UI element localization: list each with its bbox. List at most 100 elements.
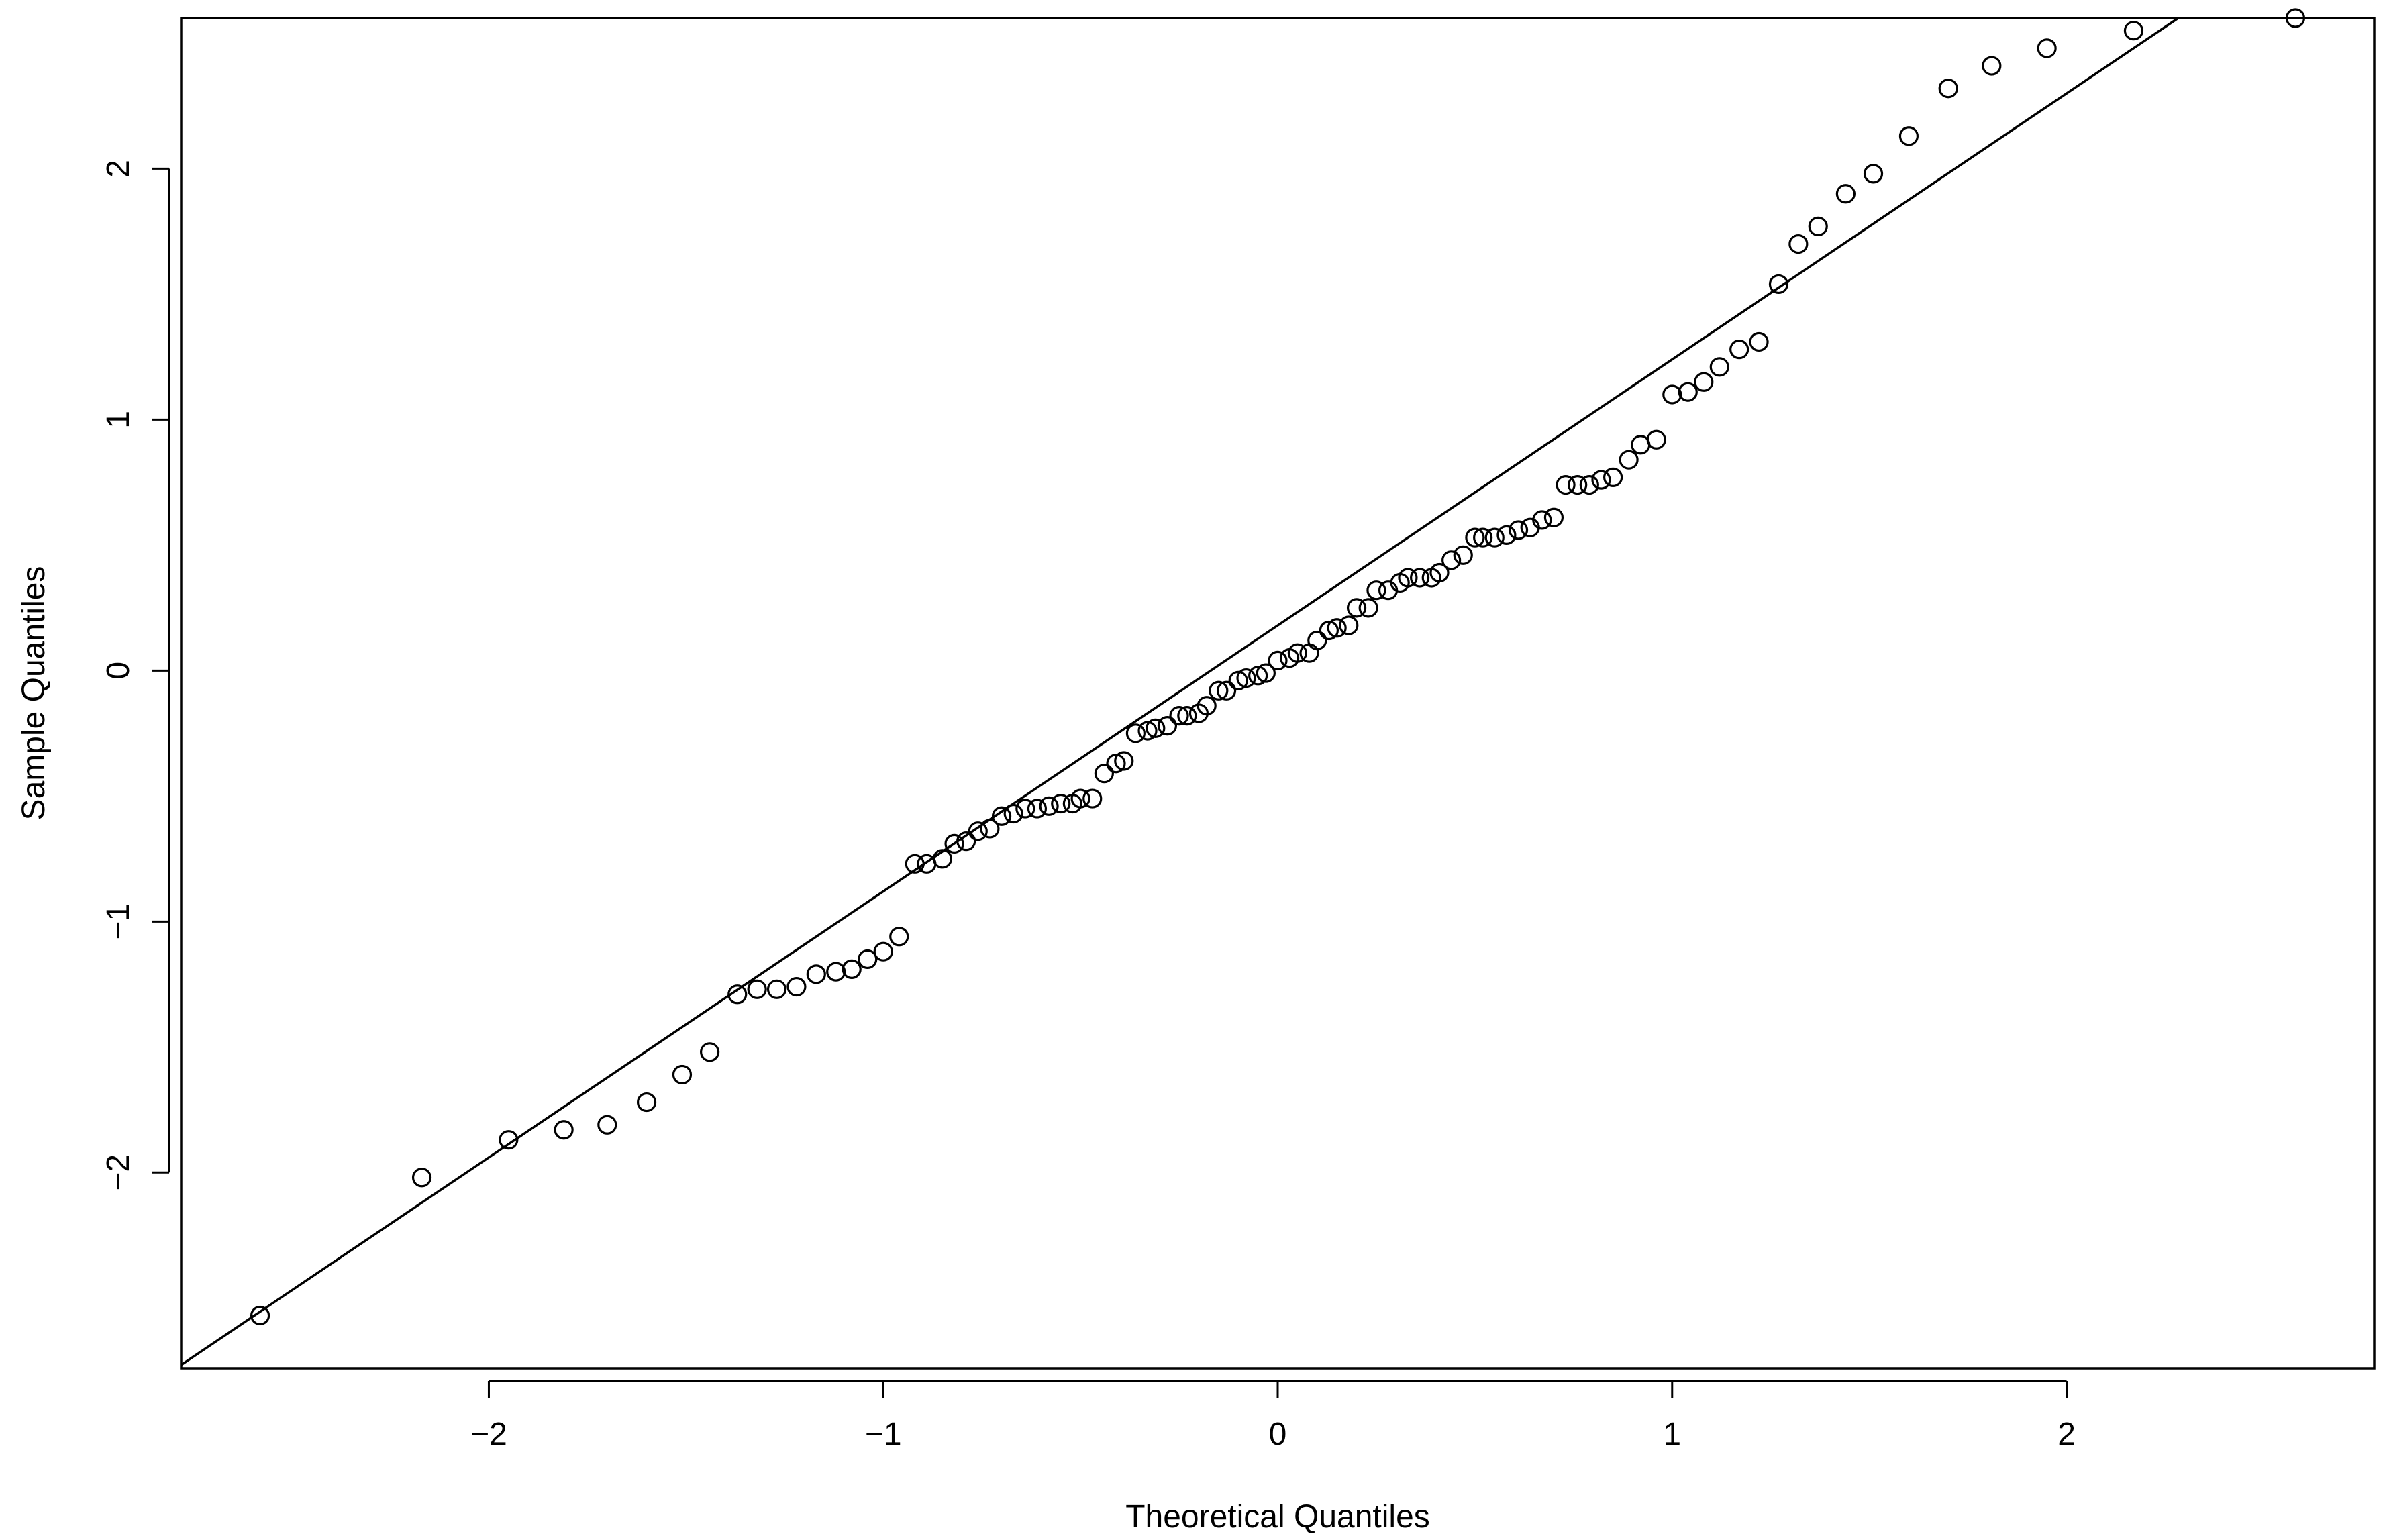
data-point (932, 849, 952, 869)
x-axis-title: Theoretical Quantiles (1125, 1499, 1430, 1535)
data-point (889, 927, 909, 947)
data-point (1137, 721, 1158, 741)
data-point (873, 941, 893, 962)
data-point (1358, 598, 1378, 618)
data-point (1106, 754, 1126, 774)
data-point (1568, 474, 1588, 495)
data-point (1465, 527, 1485, 548)
data-point (1749, 331, 1769, 352)
y-axis-title: Sample Quantiles (16, 566, 52, 821)
data-point (1114, 751, 1134, 771)
data-points (250, 8, 2306, 1326)
data-point (1441, 550, 1462, 570)
data-point (1694, 372, 1714, 392)
data-point (1125, 723, 1146, 743)
data-point (1678, 382, 1698, 402)
data-point (727, 984, 748, 1005)
data-point (1287, 643, 1307, 663)
data-point (1938, 79, 1958, 99)
data-point (1366, 580, 1386, 601)
data-point (1307, 630, 1327, 651)
data-point (1532, 510, 1552, 530)
data-point (1070, 788, 1090, 809)
data-point (1662, 384, 1682, 405)
data-point (1015, 799, 1035, 819)
data-point (672, 1064, 693, 1085)
y-axis: −2 −1 0 1 2 (101, 160, 170, 1191)
y-tick-label: −1 (101, 903, 136, 940)
x-axis: −2 −1 0 1 2 (470, 1380, 2076, 1452)
data-point (1808, 216, 1828, 237)
data-point (1094, 764, 1114, 784)
data-point (1398, 568, 1418, 588)
data-point (1429, 562, 1450, 583)
data-point (980, 819, 1000, 839)
x-tick-label: −1 (865, 1417, 902, 1452)
data-point (1579, 474, 1599, 495)
data-point (1051, 793, 1071, 814)
data-point (1496, 525, 1517, 545)
data-point (597, 1115, 617, 1135)
data-point (1835, 184, 1856, 204)
data-point (1216, 680, 1237, 701)
data-point (1729, 340, 1749, 360)
data-point (1082, 788, 1103, 809)
data-point (499, 1130, 519, 1150)
data-point (700, 1042, 720, 1062)
data-point (1327, 618, 1347, 638)
qq-reference-line (181, 17, 2179, 1366)
data-point (905, 854, 925, 874)
data-point (1003, 803, 1023, 824)
data-point (1169, 706, 1189, 726)
data-point (636, 1092, 657, 1113)
x-tick-label: 1 (1663, 1417, 1681, 1452)
data-point (1256, 663, 1276, 683)
x-tick-label: 2 (2058, 1417, 2076, 1452)
reference-line-layer (181, 17, 2179, 1366)
data-point (1146, 718, 1166, 738)
data-point (1709, 357, 1729, 377)
x-tick-label: 0 (1269, 1417, 1287, 1452)
data-point (1346, 598, 1367, 618)
data-point (944, 833, 964, 854)
data-point (842, 959, 862, 979)
data-point (250, 1305, 270, 1326)
data-point (1508, 520, 1529, 540)
data-point (1157, 716, 1178, 736)
data-point (1027, 799, 1048, 819)
data-point (1646, 429, 1666, 450)
data-point (1473, 527, 1493, 548)
data-point (554, 1120, 574, 1140)
data-point (858, 949, 878, 970)
data-point (1603, 467, 1623, 487)
data-point (1268, 650, 1288, 670)
data-point (1197, 696, 1217, 716)
y-tick-label: 1 (101, 411, 136, 429)
data-point (411, 1168, 432, 1188)
data-point (766, 979, 787, 999)
data-point (968, 821, 988, 841)
y-tick-label: 2 (101, 160, 136, 178)
data-point (1591, 470, 1611, 490)
data-point (1556, 474, 1576, 495)
data-point (1236, 668, 1256, 688)
data-point (1619, 450, 1639, 470)
data-point (1248, 666, 1268, 686)
y-tick-label: 0 (101, 662, 136, 680)
data-point (956, 831, 976, 852)
data-point (1768, 274, 1789, 295)
data-point (1319, 620, 1339, 641)
data-point (1209, 680, 1229, 701)
data-point (747, 979, 767, 999)
x-tick-label: −2 (470, 1417, 507, 1452)
data-point (1863, 164, 1884, 184)
data-point (1484, 527, 1505, 548)
plot-frame (180, 17, 2376, 1370)
data-point (2037, 38, 2057, 58)
data-point (1453, 545, 1473, 565)
data-point (1982, 56, 2002, 76)
data-point (1228, 670, 1248, 690)
y-tick-label: −2 (101, 1154, 136, 1191)
data-point (826, 962, 846, 982)
data-point (1409, 568, 1430, 588)
